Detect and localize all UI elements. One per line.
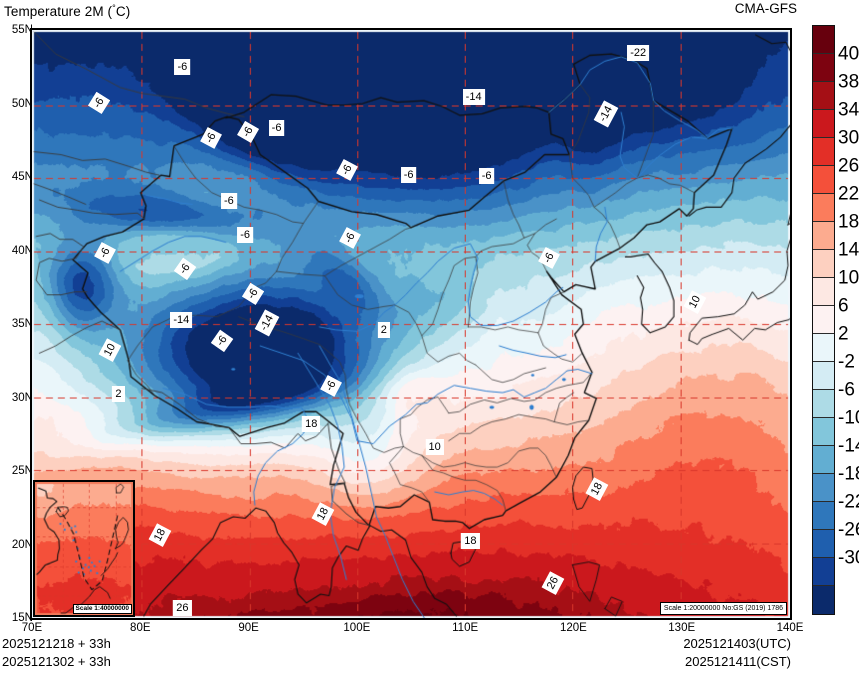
colorbar-band--10 [813, 418, 834, 446]
colorbar-band-26 [813, 166, 834, 194]
contour-label: -14 [170, 312, 193, 329]
colorbar-band--34 [813, 586, 834, 614]
lat-tick-20N: 20N [11, 538, 33, 551]
colorbar-band-22 [813, 194, 834, 222]
map-scale-label: Scale 1:20000000 No:GS (2019) 1786 [659, 602, 787, 615]
colorbar: 40 38 34 30 26 22 18 14 10 6 2 -2 -6 -10 -14 -18 -22 -26 -… [812, 25, 859, 615]
colorbar-tick--6: -6 [838, 379, 855, 401]
colorbar-band-30 [813, 138, 834, 166]
colorbar-band-18 [813, 222, 834, 250]
lon-tick-130E: 130E [668, 622, 696, 634]
colorbar-tick-10: 10 [838, 267, 859, 289]
colorbar-tick-14: 14 [838, 239, 859, 261]
inset-heatmap [35, 482, 133, 615]
lat-tick-50N: 50N [11, 97, 33, 110]
colorbar-tick--30: -30 [838, 547, 859, 569]
colorbar-tick--14: -14 [838, 435, 859, 457]
colorbar-tick--18: -18 [838, 463, 859, 485]
page-title: Temperature 2M (°C) [4, 1, 130, 19]
colorbar-tick-34: 34 [838, 99, 859, 121]
colorbar-band-34 [813, 110, 834, 138]
colorbar-band-42 [813, 26, 834, 54]
lat-tick-45N: 45N [11, 171, 33, 183]
colorbar-tick-6: 6 [838, 295, 849, 317]
lon-tick-80E: 80E [130, 622, 151, 634]
contour-label: -6 [221, 193, 237, 210]
colorbar-tick--26: -26 [838, 519, 859, 541]
colorbar-band-14 [813, 250, 834, 278]
init-time-utc: 2025121218 + 33h [2, 636, 111, 651]
colorbar-tick-38: 38 [838, 71, 859, 93]
lon-tick-100E: 100E [343, 622, 371, 634]
lat-tick-55N: 55N [11, 24, 33, 36]
contour-label: 18 [302, 416, 321, 433]
valid-time-utc: 2025121403(UTC) [683, 636, 791, 651]
contour-label: -6 [237, 226, 254, 243]
lat-tick-30N: 30N [11, 391, 33, 404]
contour-label: -14 [462, 88, 485, 105]
colorbar-tick-18: 18 [838, 211, 859, 233]
colorbar-gradient [812, 25, 835, 615]
lat-tick-25N: 25N [11, 465, 33, 477]
colorbar-tick-2: 2 [838, 323, 849, 345]
colorbar-tick--2: -2 [838, 351, 855, 373]
contour-label: 2 [112, 385, 125, 402]
temperature-heatmap [32, 30, 790, 618]
colorbar-tick-40: 40 [838, 43, 859, 65]
colorbar-tick--10: -10 [838, 407, 859, 429]
colorbar-band--22 [813, 502, 834, 530]
valid-time-cst: 2025121411(CST) [685, 654, 791, 669]
lon-tick-90E: 90E [238, 622, 259, 634]
south-china-sea-inset: Scale 1:40000000 [33, 480, 135, 617]
contour-label: -6 [268, 119, 285, 136]
colorbar-tick--22: -22 [838, 491, 859, 513]
colorbar-band--6 [813, 390, 834, 418]
contour-label: -6 [400, 166, 417, 183]
colorbar-band--30 [813, 558, 834, 586]
lat-tick-35N: 35N [11, 318, 33, 330]
colorbar-tick-22: 22 [838, 183, 859, 205]
colorbar-band-10 [813, 278, 834, 306]
colorbar-band--18 [813, 474, 834, 502]
colorbar-band-40 [813, 54, 834, 82]
contour-label: -6 [478, 168, 495, 185]
lat-tick-15N: 15N [11, 612, 33, 624]
lon-tick-140E: 140E [776, 622, 804, 634]
colorbar-band--2 [813, 362, 834, 390]
colorbar-tick-26: 26 [838, 155, 859, 177]
contour-label: 10 [425, 438, 444, 455]
colorbar-tick-30: 30 [838, 127, 859, 149]
colorbar-band-2 [813, 334, 834, 362]
lon-tick-120E: 120E [559, 622, 587, 634]
colorbar-band-6 [813, 306, 834, 334]
page-title-suffix: C) [115, 4, 131, 19]
lon-tick-70E: 70E [21, 622, 43, 634]
colorbar-band--14 [813, 446, 834, 474]
model-label: CMA-GFS [734, 1, 797, 16]
degree-symbol: ° [112, 3, 116, 13]
page-title-prefix: Temperature 2M ( [4, 4, 113, 19]
map-panel[interactable]: -6 -6 -6 -6 -6 -6 -6 -6 -6 -6 -6 -6 -6 -6 -6 -14 -14 -14-… [30, 28, 792, 620]
contour-label: -6 [174, 59, 191, 76]
colorbar-band-38 [813, 82, 834, 110]
contour-label: 2 [377, 322, 390, 339]
inset-scale-label: Scale 1:40000000 [72, 604, 132, 614]
init-time-cst: 2025121302 + 33h [2, 654, 111, 669]
contour-label: 26 [173, 600, 192, 617]
contour-label: -22 [627, 44, 650, 61]
lat-tick-40N: 40N [11, 244, 33, 257]
contour-label: 18 [461, 532, 480, 549]
colorbar-band--26 [813, 530, 834, 558]
lon-tick-110E: 110E [452, 622, 479, 634]
